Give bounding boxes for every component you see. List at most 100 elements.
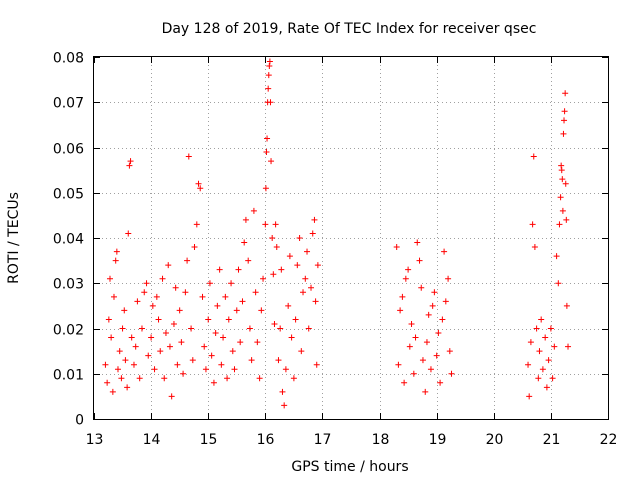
data-point xyxy=(199,293,206,300)
data-point xyxy=(553,253,560,260)
data-point xyxy=(110,293,117,300)
data-point xyxy=(166,343,173,350)
data-point xyxy=(278,266,285,273)
data-point xyxy=(285,302,292,309)
data-point xyxy=(145,352,152,359)
x-tick-label: 19 xyxy=(429,432,447,448)
data-point xyxy=(547,325,554,332)
data-point xyxy=(116,348,123,355)
data-point xyxy=(292,316,299,323)
data-point xyxy=(557,194,564,201)
data-point xyxy=(556,221,563,228)
x-tick-label: 18 xyxy=(372,432,390,448)
data-point xyxy=(262,221,269,228)
data-point xyxy=(212,330,219,337)
data-point xyxy=(535,375,542,382)
data-point xyxy=(560,130,567,137)
data-point xyxy=(562,90,569,97)
data-point xyxy=(422,388,429,395)
data-point xyxy=(239,298,246,305)
x-tick-label: 22 xyxy=(600,432,618,448)
y-tick-label: 0.01 xyxy=(53,368,84,384)
data-point xyxy=(113,248,120,255)
data-point xyxy=(270,271,277,278)
data-point xyxy=(178,339,185,346)
data-point xyxy=(545,357,552,364)
data-point xyxy=(118,375,125,382)
data-point xyxy=(273,244,280,251)
data-point xyxy=(542,334,549,341)
data-point xyxy=(531,244,538,251)
data-point xyxy=(132,343,139,350)
data-point xyxy=(533,325,540,332)
data-point xyxy=(525,361,532,368)
data-point xyxy=(231,366,238,373)
data-point xyxy=(559,176,566,183)
y-tick-label: 0.02 xyxy=(53,323,84,339)
data-point xyxy=(308,284,315,291)
data-point xyxy=(248,357,255,364)
data-point xyxy=(235,266,242,273)
data-point xyxy=(414,239,421,246)
data-point xyxy=(431,289,438,296)
y-tick-label: 0.05 xyxy=(53,187,84,203)
data-point xyxy=(555,280,562,287)
data-point xyxy=(529,221,536,228)
data-point xyxy=(252,289,259,296)
y-tick-label: 0.04 xyxy=(53,232,84,248)
data-point xyxy=(419,357,426,364)
data-point xyxy=(408,320,415,327)
data-point xyxy=(401,379,408,386)
data-point xyxy=(222,293,229,300)
data-point xyxy=(170,320,177,327)
data-point xyxy=(402,275,409,282)
axis-ticks xyxy=(94,57,609,420)
data-point xyxy=(159,275,166,282)
data-point xyxy=(172,284,179,291)
data-point xyxy=(155,316,162,323)
data-point xyxy=(397,307,404,314)
x-tick-label: 13 xyxy=(86,432,104,448)
data-point xyxy=(128,334,135,341)
data-point xyxy=(134,298,141,305)
data-point xyxy=(558,167,565,174)
data-point xyxy=(233,307,240,314)
data-point xyxy=(126,162,133,169)
data-point xyxy=(423,339,430,346)
data-point xyxy=(410,370,417,377)
data-point xyxy=(130,361,137,368)
data-point xyxy=(538,316,545,323)
data-point xyxy=(416,257,423,264)
data-point xyxy=(530,153,537,160)
data-point xyxy=(246,325,253,332)
y-tick-label: 0.03 xyxy=(53,277,84,293)
data-point xyxy=(108,334,115,341)
data-point xyxy=(527,339,534,346)
data-point xyxy=(237,339,244,346)
data-point xyxy=(311,216,318,223)
data-point xyxy=(298,348,305,355)
data-points xyxy=(102,58,572,409)
data-point xyxy=(180,370,187,377)
data-point xyxy=(201,343,208,350)
data-point xyxy=(127,158,134,165)
y-tick-label: 0.07 xyxy=(53,96,84,112)
data-point xyxy=(313,361,320,368)
data-point xyxy=(282,366,289,373)
data-point xyxy=(296,235,303,241)
data-point xyxy=(561,117,568,124)
data-point xyxy=(138,325,145,332)
data-point xyxy=(206,280,213,287)
data-point xyxy=(191,244,198,251)
data-point xyxy=(441,248,448,255)
data-point xyxy=(526,393,533,400)
y-axis-label: ROTI / TECUs xyxy=(6,192,22,284)
data-point xyxy=(112,257,119,264)
data-point xyxy=(437,379,444,386)
data-point xyxy=(286,253,293,260)
y-tick-label: 0.06 xyxy=(53,142,84,158)
data-point xyxy=(136,375,143,382)
data-point xyxy=(305,325,312,332)
data-point xyxy=(272,221,279,228)
data-point xyxy=(281,402,288,409)
